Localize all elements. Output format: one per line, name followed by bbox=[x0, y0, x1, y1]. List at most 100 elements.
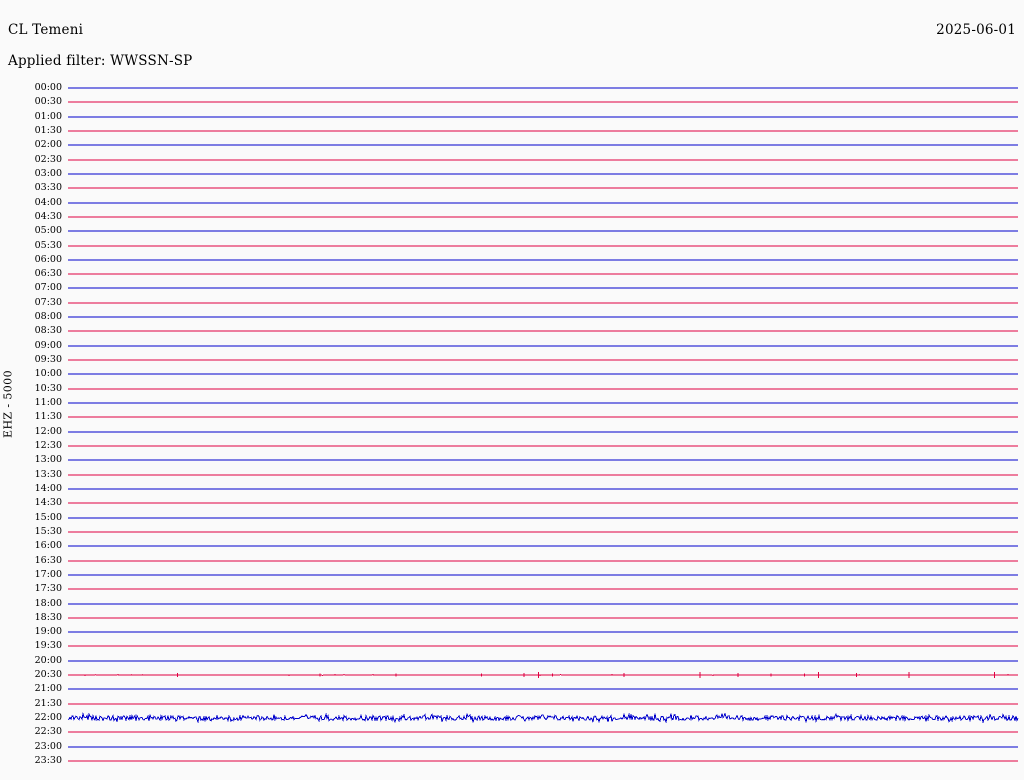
helicorder-row: 22:30 bbox=[0, 726, 1024, 741]
waveform-trace bbox=[68, 182, 1018, 196]
time-tick-label: 02:00 bbox=[34, 139, 62, 151]
time-tick-label: 18:00 bbox=[34, 597, 62, 609]
helicorder-row: 02:30 bbox=[0, 154, 1024, 169]
waveform-trace bbox=[68, 526, 1018, 540]
waveform-trace bbox=[68, 598, 1018, 612]
time-tick-label: 17:00 bbox=[34, 568, 62, 580]
helicorder-row: 05:00 bbox=[0, 225, 1024, 240]
waveform-trace bbox=[68, 483, 1018, 497]
time-tick-label: 12:00 bbox=[34, 425, 62, 437]
time-tick-label: 04:30 bbox=[34, 210, 62, 222]
helicorder-row: 15:00 bbox=[0, 512, 1024, 527]
waveform-trace bbox=[68, 82, 1018, 96]
waveform-trace bbox=[68, 583, 1018, 597]
helicorder-row: 01:30 bbox=[0, 125, 1024, 140]
time-tick-label: 16:00 bbox=[34, 540, 62, 552]
helicorder-row: 15:30 bbox=[0, 526, 1024, 541]
helicorder-row: 23:00 bbox=[0, 741, 1024, 756]
waveform-trace bbox=[68, 626, 1018, 640]
helicorder-row: 13:30 bbox=[0, 469, 1024, 484]
waveform-trace bbox=[68, 311, 1018, 325]
helicorder-row: 20:30 bbox=[0, 669, 1024, 684]
waveform-trace bbox=[67, 669, 1019, 683]
time-tick-label: 22:30 bbox=[34, 726, 62, 738]
waveform-trace bbox=[68, 411, 1018, 425]
time-tick-label: 21:00 bbox=[34, 683, 62, 695]
waveform-trace bbox=[68, 383, 1018, 397]
waveform-trace bbox=[68, 211, 1018, 225]
time-tick-label: 06:00 bbox=[34, 253, 62, 265]
time-tick-label: 18:30 bbox=[34, 611, 62, 623]
time-tick-label: 23:00 bbox=[34, 740, 62, 752]
helicorder-row: 19:30 bbox=[0, 640, 1024, 655]
helicorder-row: 06:30 bbox=[0, 268, 1024, 283]
waveform-trace bbox=[67, 712, 1019, 726]
time-tick-label: 14:00 bbox=[34, 482, 62, 494]
time-tick-label: 22:00 bbox=[34, 712, 62, 724]
time-tick-label: 13:30 bbox=[34, 468, 62, 480]
helicorder-row: 14:30 bbox=[0, 497, 1024, 512]
waveform-trace bbox=[68, 426, 1018, 440]
waveform-trace bbox=[68, 340, 1018, 354]
time-tick-label: 01:00 bbox=[34, 110, 62, 122]
waveform-trace bbox=[68, 111, 1018, 125]
waveform-trace bbox=[68, 268, 1018, 282]
waveform-trace bbox=[68, 440, 1018, 454]
time-tick-label: 20:30 bbox=[34, 669, 62, 681]
waveform-trace bbox=[68, 655, 1018, 669]
time-tick-label: 09:00 bbox=[34, 339, 62, 351]
waveform-trace bbox=[68, 512, 1018, 526]
waveform-trace bbox=[68, 640, 1018, 654]
time-tick-label: 02:30 bbox=[34, 153, 62, 165]
waveform-trace bbox=[68, 755, 1018, 769]
helicorder-row: 08:00 bbox=[0, 311, 1024, 326]
waveform-trace bbox=[68, 254, 1018, 268]
helicorder-row: 11:00 bbox=[0, 397, 1024, 412]
helicorder-row: 00:30 bbox=[0, 96, 1024, 111]
waveform-trace bbox=[68, 154, 1018, 168]
waveform-trace bbox=[68, 368, 1018, 382]
waveform-trace bbox=[68, 612, 1018, 626]
helicorder-plot-area: 00:00 00:30 01:00 01:30 02:00 02:30 03:00 03:30… bbox=[0, 80, 1024, 770]
helicorder-row: 18:30 bbox=[0, 612, 1024, 627]
waveform-trace bbox=[68, 197, 1018, 211]
helicorder-row: 19:00 bbox=[0, 626, 1024, 641]
plot-date: 2025-06-01 bbox=[936, 22, 1016, 38]
waveform-trace bbox=[68, 125, 1018, 139]
waveform-trace bbox=[68, 225, 1018, 239]
helicorder-row: 12:00 bbox=[0, 426, 1024, 441]
waveform-trace bbox=[68, 354, 1018, 368]
time-tick-label: 15:00 bbox=[34, 511, 62, 523]
helicorder-row: 04:30 bbox=[0, 211, 1024, 226]
time-tick-label: 05:30 bbox=[34, 239, 62, 251]
time-tick-label: 07:00 bbox=[34, 282, 62, 294]
time-tick-label: 06:30 bbox=[34, 268, 62, 280]
station-title: CL Temeni bbox=[8, 22, 84, 38]
time-tick-label: 07:30 bbox=[34, 296, 62, 308]
waveform-trace bbox=[68, 469, 1018, 483]
helicorder-row: 23:30 bbox=[0, 755, 1024, 770]
time-tick-label: 10:30 bbox=[34, 382, 62, 394]
time-tick-label: 00:00 bbox=[34, 82, 62, 93]
time-tick-label: 10:00 bbox=[34, 368, 62, 380]
time-tick-label: 21:30 bbox=[34, 697, 62, 709]
time-tick-label: 00:30 bbox=[34, 96, 62, 108]
time-tick-label: 08:30 bbox=[34, 325, 62, 337]
helicorder-row: 14:00 bbox=[0, 483, 1024, 498]
time-tick-label: 11:00 bbox=[34, 397, 62, 409]
waveform-trace bbox=[68, 555, 1018, 569]
time-tick-label: 03:00 bbox=[34, 167, 62, 179]
helicorder-row: 12:30 bbox=[0, 440, 1024, 455]
time-tick-label: 03:30 bbox=[34, 182, 62, 194]
helicorder-row: 17:30 bbox=[0, 583, 1024, 598]
waveform-trace bbox=[68, 683, 1018, 697]
helicorder-row: 18:00 bbox=[0, 598, 1024, 613]
waveform-trace bbox=[68, 325, 1018, 339]
helicorder-row: 13:00 bbox=[0, 454, 1024, 469]
helicorder-row: 07:00 bbox=[0, 282, 1024, 297]
waveform-trace bbox=[68, 297, 1018, 311]
helicorder-row: 05:30 bbox=[0, 240, 1024, 255]
time-tick-label: 13:00 bbox=[34, 454, 62, 466]
time-tick-label: 20:00 bbox=[34, 654, 62, 666]
